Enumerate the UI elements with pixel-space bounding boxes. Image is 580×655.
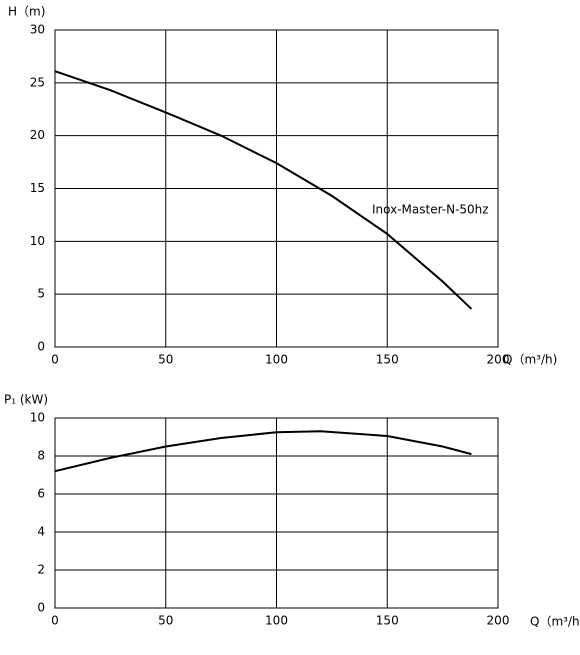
x-axis-label: Q（m³/h) (503, 353, 557, 367)
y-tick-label: 6 (37, 487, 45, 501)
series-line (54, 430, 472, 473)
y-tick-label: 8 (37, 449, 45, 463)
y-tick-label: 0 (37, 601, 45, 615)
x-tick-label: 150 (376, 353, 399, 367)
plot-frame (54, 29, 499, 348)
y-tick-label: 30 (30, 23, 45, 37)
y-tick-label: 10 (30, 234, 45, 248)
plot-frame (54, 417, 499, 609)
x-tick-label: 200 (487, 353, 510, 367)
y-tick-label: 2 (37, 563, 45, 577)
x-tick-label: 200 (487, 614, 510, 628)
y-tick-label: 4 (37, 525, 45, 539)
y-axis-label: P₁ (kW) (4, 393, 48, 407)
series-line (54, 70, 473, 310)
y-tick-label: 0 (37, 340, 45, 354)
x-tick-label: 100 (265, 353, 288, 367)
y-tick-label: 5 (37, 287, 45, 301)
annotation: Inox-Master-N-50hz (372, 203, 489, 217)
y-tick-label: 15 (30, 181, 45, 195)
y-tick-label: 10 (30, 411, 45, 425)
x-tick-label: 50 (158, 614, 173, 628)
y-tick-label: 20 (30, 128, 45, 142)
x-tick-label: 100 (265, 614, 288, 628)
x-tick-label: 0 (51, 353, 59, 367)
y-tick-label: 25 (30, 75, 45, 89)
x-tick-label: 50 (158, 353, 173, 367)
x-tick-label: 0 (51, 614, 59, 628)
x-axis-label: Q（m³/h) (530, 615, 580, 629)
y-axis-label: H（m) (8, 5, 45, 19)
x-tick-label: 150 (376, 614, 399, 628)
